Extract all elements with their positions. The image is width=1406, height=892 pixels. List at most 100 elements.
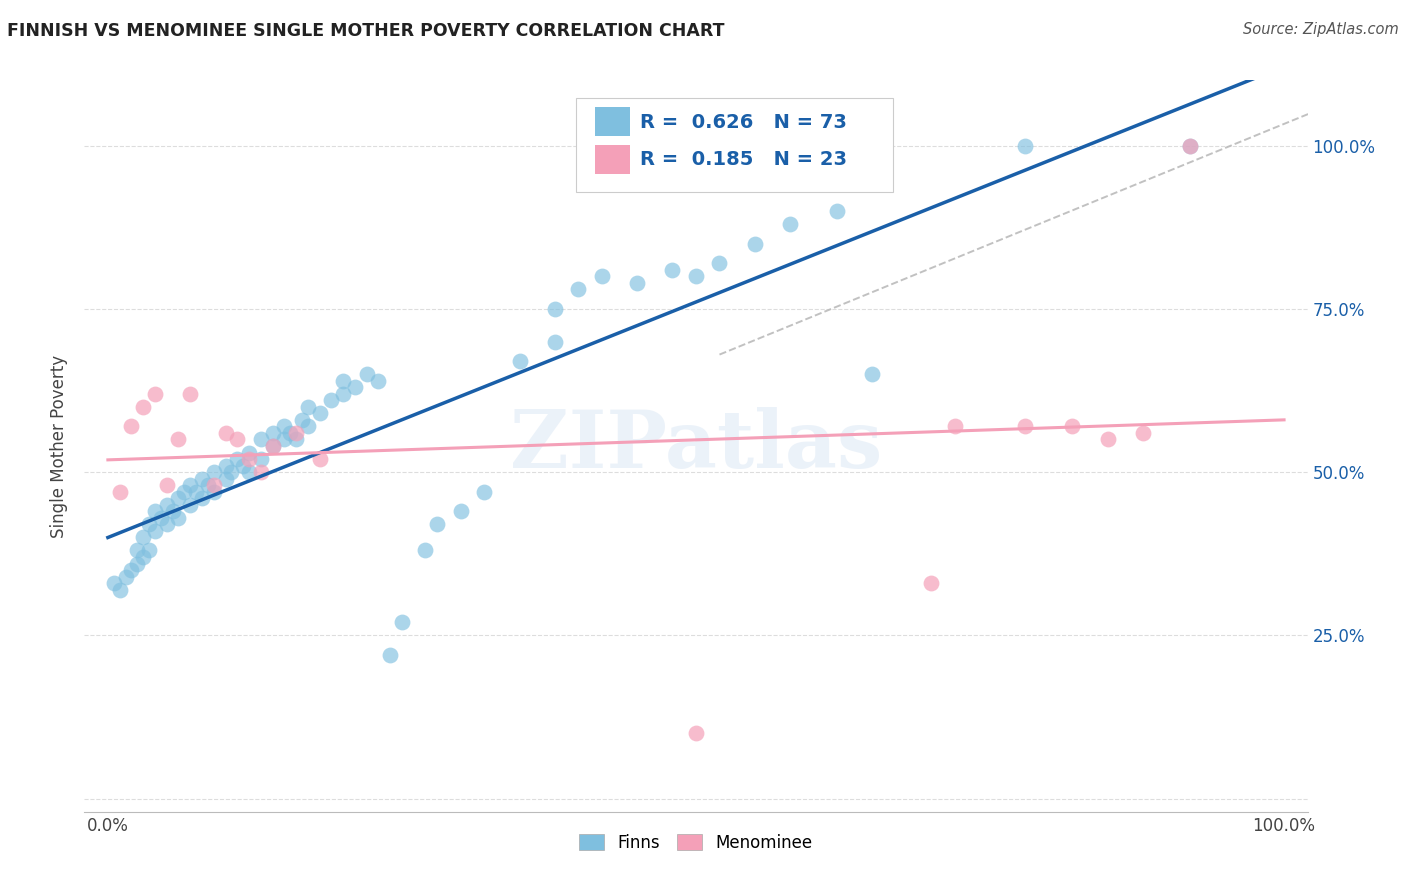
Point <box>591 269 613 284</box>
Point <box>238 452 260 467</box>
Point <box>685 269 707 284</box>
Point <box>179 498 201 512</box>
Point <box>332 386 354 401</box>
Point <box>415 543 437 558</box>
Point <box>143 386 166 401</box>
Point <box>273 419 295 434</box>
Point <box>214 458 236 473</box>
Point <box>214 472 236 486</box>
Text: R =  0.185   N = 23: R = 0.185 N = 23 <box>640 150 846 169</box>
Point <box>321 393 343 408</box>
Point <box>308 406 330 420</box>
Point <box>262 425 284 440</box>
Point <box>391 615 413 630</box>
Point <box>249 452 271 467</box>
Point <box>472 484 495 499</box>
Point <box>249 433 271 447</box>
Point <box>167 511 190 525</box>
Point <box>1097 433 1119 447</box>
Point <box>943 419 966 434</box>
Point <box>744 236 766 251</box>
Point <box>149 511 172 525</box>
Point <box>343 380 366 394</box>
Point <box>332 374 354 388</box>
Point <box>356 367 378 381</box>
Point <box>1178 138 1201 153</box>
Point <box>162 504 184 518</box>
Point <box>214 425 236 440</box>
Point <box>191 491 214 506</box>
Point <box>273 433 295 447</box>
Point <box>291 413 314 427</box>
Point <box>143 504 166 518</box>
Point <box>297 400 319 414</box>
Point <box>127 543 149 558</box>
Point <box>197 478 219 492</box>
Point <box>544 334 567 349</box>
Point <box>179 478 201 492</box>
Point <box>114 569 136 583</box>
Point <box>825 203 848 218</box>
Point <box>132 400 155 414</box>
Point <box>156 498 179 512</box>
Point <box>202 478 225 492</box>
Point <box>221 465 243 479</box>
Point <box>920 576 942 591</box>
Point <box>156 517 179 532</box>
Text: ZIPatlas: ZIPatlas <box>510 407 882 485</box>
Point <box>709 256 731 270</box>
Point <box>202 484 225 499</box>
Point <box>226 452 249 467</box>
Point <box>238 445 260 459</box>
Point <box>132 549 155 564</box>
Point <box>167 433 190 447</box>
Y-axis label: Single Mother Poverty: Single Mother Poverty <box>51 354 69 538</box>
Point <box>1062 419 1084 434</box>
Point <box>779 217 801 231</box>
Point <box>138 543 160 558</box>
Point <box>202 465 225 479</box>
Point <box>103 576 125 591</box>
Point <box>179 386 201 401</box>
Point <box>249 465 271 479</box>
Point <box>167 491 190 506</box>
Point <box>285 433 308 447</box>
Point <box>127 557 149 571</box>
Legend: Finns, Menominee: Finns, Menominee <box>572 827 820 858</box>
Point <box>626 276 648 290</box>
Point <box>238 465 260 479</box>
Text: FINNISH VS MENOMINEE SINGLE MOTHER POVERTY CORRELATION CHART: FINNISH VS MENOMINEE SINGLE MOTHER POVER… <box>7 22 724 40</box>
Point <box>262 439 284 453</box>
Point <box>426 517 449 532</box>
Point <box>143 524 166 538</box>
Point <box>191 472 214 486</box>
Point <box>278 425 301 440</box>
Point <box>367 374 389 388</box>
Point <box>1132 425 1154 440</box>
Point <box>156 478 179 492</box>
Point <box>661 262 683 277</box>
Point <box>232 458 254 473</box>
Point <box>380 648 402 662</box>
Point <box>297 419 319 434</box>
Point <box>262 439 284 453</box>
Point <box>226 433 249 447</box>
Point <box>450 504 472 518</box>
Point <box>567 282 589 296</box>
Point <box>108 484 131 499</box>
Point <box>1014 138 1036 153</box>
Point <box>1178 138 1201 153</box>
Point <box>860 367 883 381</box>
Point <box>544 301 567 316</box>
Point <box>120 419 142 434</box>
Point <box>138 517 160 532</box>
Text: R =  0.626   N = 73: R = 0.626 N = 73 <box>640 112 846 132</box>
Point <box>184 484 207 499</box>
Point <box>509 354 531 368</box>
Point <box>285 425 308 440</box>
Point <box>308 452 330 467</box>
Point <box>120 563 142 577</box>
Point <box>685 726 707 740</box>
Point <box>132 530 155 544</box>
Text: Source: ZipAtlas.com: Source: ZipAtlas.com <box>1243 22 1399 37</box>
